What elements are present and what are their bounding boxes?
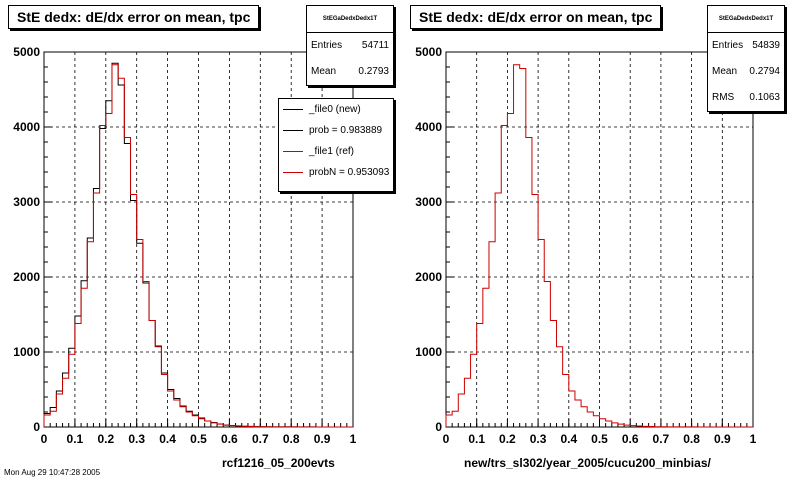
x-tick-label: 0.9 — [314, 432, 331, 446]
legend-entry-file1: _file1 (ref) — [279, 141, 393, 162]
right-stats-box: StEGaDedxDedx1T Entries 54839 Mean 0.279… — [707, 5, 785, 112]
y-tick-label: 1000 — [415, 345, 442, 359]
x-tick-label: 1 — [350, 432, 357, 446]
x-tick-label: 0.3 — [530, 432, 547, 446]
left-stats-title: StEGaDedxDedx1T — [307, 6, 393, 33]
stat-label: Entries — [311, 40, 343, 51]
legend-label: prob = 0.983889 — [309, 125, 383, 136]
right-x-axis-label: new/trs_sl302/year_2005/cucu200_minbias/ — [464, 456, 711, 470]
x-tick-label: 0.2 — [97, 432, 114, 446]
legend-line-red — [283, 172, 303, 173]
y-tick-label: 0 — [435, 420, 442, 434]
stat-label: Mean — [311, 66, 337, 77]
x-tick-label: 0.6 — [221, 432, 238, 446]
left-x-axis-label: rcf1216_05_200evts — [222, 456, 335, 470]
stat-label: Entries — [712, 40, 744, 51]
y-tick-label: 5000 — [13, 45, 40, 59]
legend-line-black — [283, 130, 303, 131]
left-chart-title: StE dedx: dE/dx error on mean, tpc — [8, 5, 260, 29]
right-stats-rms: RMS 0.1063 — [708, 85, 784, 111]
left-stats-entries: Entries 54711 — [307, 33, 393, 59]
x-tick-label: 0.4 — [159, 432, 176, 446]
y-tick-label: 5000 — [415, 45, 442, 59]
stat-label: Mean — [712, 66, 738, 77]
left-stats-mean: Mean 0.2793 — [307, 59, 393, 85]
legend-entry-probn: probN = 0.953093 — [279, 162, 393, 183]
right-stats-entries: Entries 54839 — [708, 33, 784, 59]
stat-value: 0.1063 — [749, 92, 780, 103]
right-stats-mean: Mean 0.2794 — [708, 59, 784, 85]
legend-line-red — [283, 151, 303, 152]
right-stats-title: StEGaDedxDedx1T — [708, 6, 784, 33]
stat-value: 54839 — [752, 40, 780, 51]
x-tick-label: 0.8 — [283, 432, 300, 446]
x-tick-label: 0 — [443, 432, 450, 446]
left-stats-box: StEGaDedxDedx1T Entries 54711 Mean 0.279… — [306, 5, 394, 86]
legend-line-black — [283, 109, 303, 110]
timestamp-footer: Mon Aug 29 10:47:28 2005 — [4, 468, 101, 477]
x-tick-label: 0.3 — [128, 432, 145, 446]
legend-label: _file1 (ref) — [309, 146, 355, 157]
x-tick-label: 0.7 — [653, 432, 670, 446]
x-tick-label: 0.6 — [622, 432, 639, 446]
x-tick-label: 0.4 — [560, 432, 577, 446]
x-tick-label: 1 — [750, 432, 757, 446]
legend-label: _file0 (new) — [309, 104, 361, 115]
x-tick-label: 0.5 — [190, 432, 207, 446]
stat-label: RMS — [712, 92, 735, 103]
x-tick-label: 0.1 — [67, 432, 84, 446]
y-tick-label: 0 — [33, 420, 40, 434]
stat-value: 0.2794 — [749, 66, 780, 77]
x-tick-label: 0.1 — [468, 432, 485, 446]
x-tick-label: 0.5 — [591, 432, 608, 446]
y-tick-label: 3000 — [415, 195, 442, 209]
right-title-text: StE dedx: dE/dx error on mean, tpc — [419, 9, 653, 25]
histogram-series-primary — [445, 64, 753, 428]
left-title-text: StE dedx: dE/dx error on mean, tpc — [17, 9, 251, 25]
y-tick-label: 4000 — [415, 120, 442, 134]
stat-value: 0.2793 — [358, 66, 389, 77]
legend-entry-file0: _file0 (new) — [279, 99, 393, 120]
legend-entry-prob: prob = 0.983889 — [279, 120, 393, 141]
y-tick-label: 2000 — [13, 270, 40, 284]
y-tick-label: 4000 — [13, 120, 40, 134]
legend-label: probN = 0.953093 — [309, 167, 390, 178]
y-tick-label: 3000 — [13, 195, 40, 209]
x-tick-label: 0.2 — [499, 432, 516, 446]
x-tick-label: 0.9 — [714, 432, 731, 446]
y-tick-label: 2000 — [415, 270, 442, 284]
x-tick-label: 0.8 — [683, 432, 700, 446]
x-tick-label: 0 — [41, 432, 48, 446]
left-legend: _file0 (new) prob = 0.983889 _file1 (ref… — [278, 98, 394, 192]
right-chart-title: StE dedx: dE/dx error on mean, tpc — [410, 5, 662, 29]
y-tick-label: 1000 — [13, 345, 40, 359]
stat-value: 54711 — [361, 40, 389, 51]
x-tick-label: 0.7 — [252, 432, 269, 446]
histogram-series-secondary — [43, 64, 353, 428]
